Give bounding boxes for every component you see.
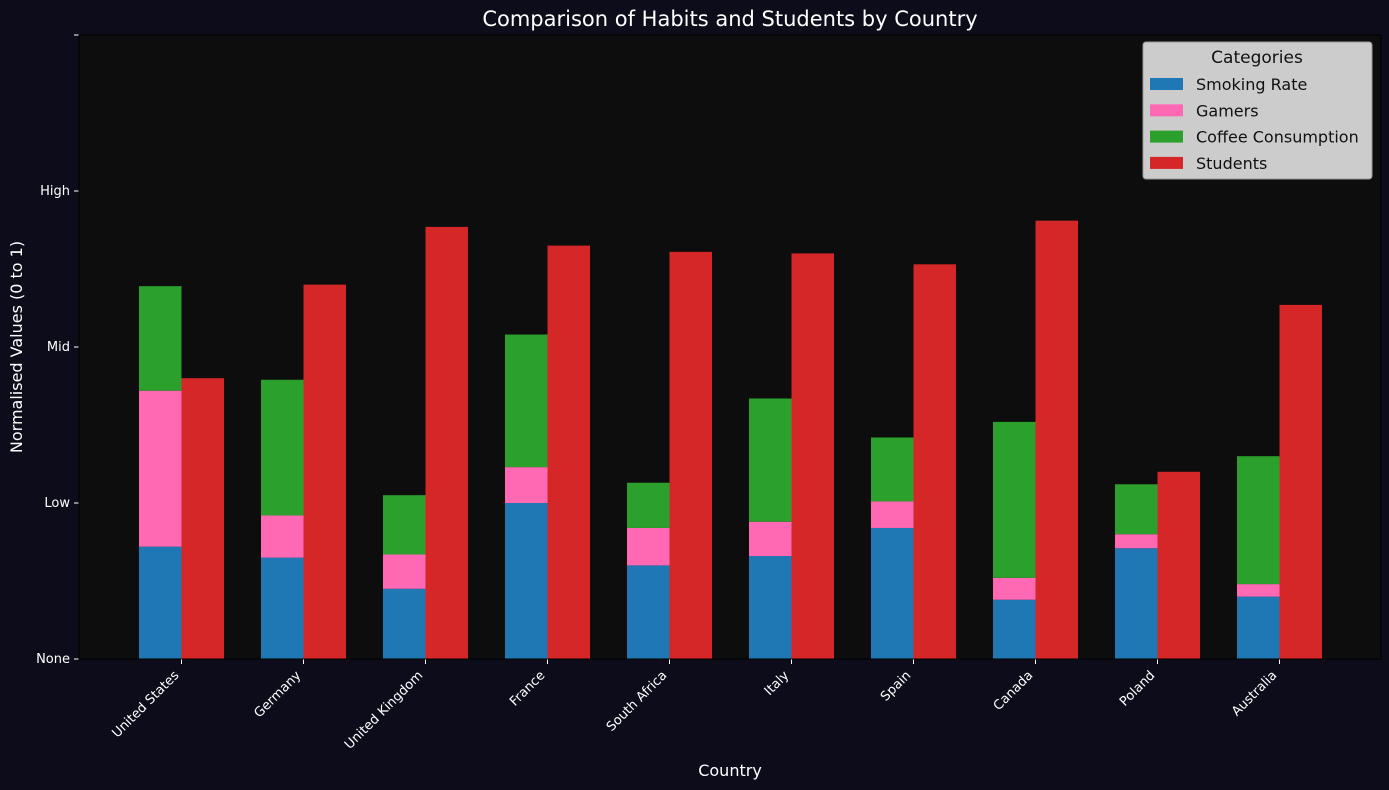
bar-coffee-consumption-france: [505, 334, 548, 468]
legend-box: [1142, 41, 1373, 180]
y-tick-label: High: [40, 184, 70, 199]
bar-students-italy: [791, 253, 834, 659]
bar-gamers-italy: [749, 521, 792, 557]
bar-gamers-germany: [261, 515, 304, 558]
y-tick-label: None: [36, 652, 70, 667]
bar-gamers-south-africa: [627, 527, 670, 566]
bar-students-spain: [913, 264, 956, 659]
y-axis: None Low Mid High: [36, 34, 79, 667]
legend-items: Smoking Rate Gamers Coffee Consumption Stud…: [1150, 75, 1359, 173]
legend-label-students: Students: [1196, 154, 1267, 173]
bar-gamers-australia: [1237, 584, 1280, 597]
legend-label-smoking-rate: Smoking Rate: [1196, 75, 1307, 94]
bar-students-poland: [1157, 471, 1200, 659]
legend-swatch-gamers: [1150, 104, 1183, 117]
bar-smoking-rate-australia: [1237, 596, 1280, 659]
bar-students-france: [547, 245, 590, 659]
bar-smoking-rate-south-africa: [627, 565, 670, 659]
legend-label-coffee-consumption: Coffee Consumption: [1196, 128, 1359, 147]
plot-border: [78, 34, 1382, 660]
bar-coffee-consumption-spain: [871, 437, 914, 502]
bar-students-united-states: [181, 378, 224, 659]
bar-coffee-consumption-south-africa: [627, 482, 670, 528]
bar-students-australia: [1279, 304, 1322, 659]
bar-coffee-consumption-australia: [1237, 456, 1280, 585]
legend-title: Categories: [1211, 48, 1303, 68]
bar-students-south-africa: [669, 251, 712, 659]
y-tick-label: Low: [44, 496, 70, 511]
bar-coffee-consumption-germany: [261, 379, 304, 516]
bar-students-united-kingdom: [425, 226, 468, 659]
bar-gamers-france: [505, 467, 548, 503]
bar-coffee-consumption-poland: [1115, 484, 1158, 535]
bar-gamers-united-states: [139, 390, 182, 547]
bar-smoking-rate-united-kingdom: [383, 588, 426, 659]
bar-coffee-consumption-united-states: [139, 286, 182, 391]
bar-smoking-rate-italy: [749, 556, 792, 659]
bar-gamers-canada: [993, 577, 1036, 600]
bar-smoking-rate-united-states: [139, 546, 182, 659]
bar-coffee-consumption-canada: [993, 421, 1036, 578]
bar-students-canada: [1035, 220, 1078, 659]
bar-smoking-rate-germany: [261, 557, 304, 659]
bar-smoking-rate-france: [505, 503, 548, 659]
bar-gamers-poland: [1115, 534, 1158, 549]
bar-students-germany: [303, 284, 346, 659]
bar-coffee-consumption-italy: [749, 398, 792, 522]
bar-smoking-rate-poland: [1115, 548, 1158, 659]
chart-title: Comparison of Habits and Students by Cou…: [482, 7, 977, 31]
bars-group: [139, 220, 1322, 659]
y-axis-label: Normalised Values (0 to 1): [7, 241, 26, 453]
bar-smoking-rate-spain: [871, 527, 914, 659]
bar-gamers-united-kingdom: [383, 554, 426, 589]
bar-gamers-spain: [871, 501, 914, 528]
legend-swatch-students: [1150, 156, 1183, 169]
legend-label-gamers: Gamers: [1196, 101, 1259, 120]
bar-smoking-rate-canada: [993, 599, 1036, 659]
legend-swatch-coffee-consumption: [1150, 130, 1183, 143]
x-axis-label: Country: [698, 761, 762, 780]
legend-swatch-smoking-rate: [1150, 78, 1183, 90]
y-tick-label: Mid: [47, 340, 70, 355]
legend: Categories Smoking Rate Gamers Coffee Cons…: [1142, 41, 1373, 180]
bar-coffee-consumption-united-kingdom: [383, 495, 426, 555]
